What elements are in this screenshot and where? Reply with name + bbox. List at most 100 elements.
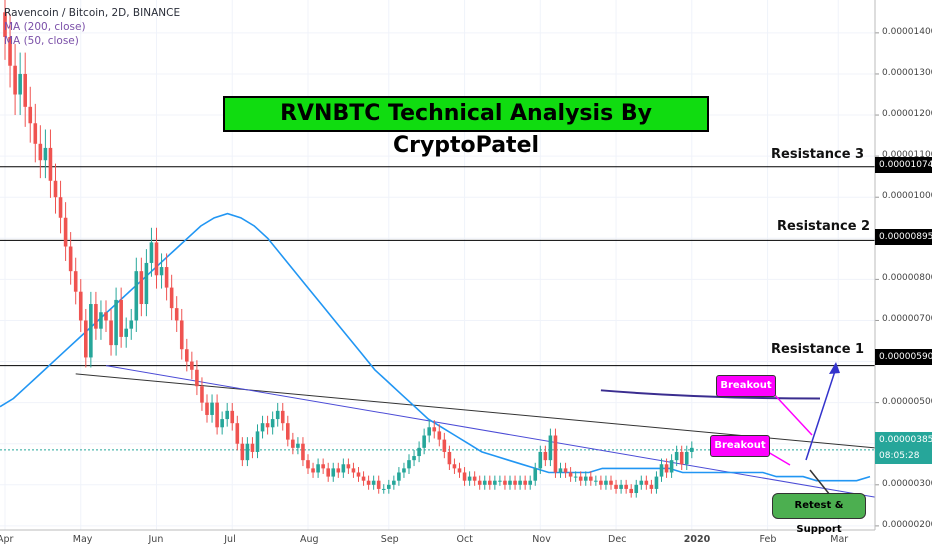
candle-body: [240, 443, 245, 461]
x-tick-label: May: [72, 534, 93, 545]
candle-body: [255, 431, 260, 452]
candle-body: [442, 439, 447, 452]
candle-body: [129, 320, 134, 329]
candle-body: [200, 386, 204, 403]
chart-title: RVNBTC Technical Analysis By CryptoPatel: [223, 96, 709, 158]
candle-body: [265, 423, 270, 428]
y-tick-label: 0.00000200: [882, 519, 932, 530]
candle-body: [321, 464, 325, 469]
candle-body: [664, 464, 669, 473]
candle-body: [245, 443, 250, 461]
resistance-2-badge: 0.00000895: [875, 229, 932, 245]
resistance-1-label: Resistance 1: [771, 342, 865, 357]
candle-body: [134, 271, 139, 321]
candle-body: [235, 423, 240, 444]
candle-body: [568, 472, 573, 477]
candle-body: [174, 308, 179, 321]
y-tick-label: 0.00001400: [882, 26, 932, 37]
candle-body: [417, 447, 421, 457]
candle-body: [124, 328, 128, 337]
candle-body: [583, 476, 588, 481]
candle-body: [159, 267, 164, 276]
candle-body: [573, 476, 578, 478]
candle-body: [553, 435, 558, 473]
candle-body: [53, 180, 58, 198]
candle-body: [513, 480, 517, 485]
candle-body: [260, 423, 265, 432]
x-tick-label: Dec: [608, 534, 627, 545]
candle-body: [503, 480, 507, 485]
candle-body: [558, 468, 563, 473]
candle-body: [326, 468, 330, 477]
grid: [0, 0, 879, 530]
candle-body: [684, 451, 689, 465]
candle-body: [578, 476, 583, 481]
callout-pointer-lower: [767, 451, 791, 466]
candle-body: [452, 464, 457, 469]
candle-body: [412, 456, 416, 461]
candle-body: [371, 480, 376, 485]
candle-body: [462, 472, 467, 481]
candle-body: [381, 488, 386, 490]
candle-body: [296, 443, 300, 448]
candle-body: [291, 439, 295, 448]
candle-body: [68, 246, 73, 272]
candle-body: [361, 476, 366, 481]
breakout-callout-upper: Breakout: [716, 375, 776, 397]
candle-body: [356, 472, 361, 477]
ma50-legend: MA (50, close): [4, 35, 79, 47]
candle-body: [604, 480, 608, 485]
candle-body: [674, 451, 679, 461]
candle-body: [690, 447, 694, 452]
candle-body: [190, 361, 194, 370]
candle-body: [387, 484, 391, 489]
y-tick-label: 0.00000800: [882, 273, 932, 284]
x-tick-label: Aug: [300, 534, 319, 545]
candle-body: [538, 451, 543, 469]
candle-body: [594, 480, 598, 482]
target-arrow-head: [829, 362, 840, 374]
candle-body: [467, 476, 472, 481]
candle-body: [270, 419, 275, 428]
candle-body: [523, 480, 527, 485]
candle-body: [8, 36, 12, 66]
y-tick-label: 0.00001000: [882, 191, 932, 202]
y-tick-label: 0.00001100: [882, 150, 932, 161]
candle-body: [589, 476, 593, 481]
candle-body: [306, 460, 310, 469]
symbol-line: Ravencoin / Bitcoin, 2D, BINANCE: [4, 7, 181, 19]
x-tick-label: 2020: [683, 534, 711, 545]
candle-body: [286, 423, 290, 440]
candle-body: [144, 262, 149, 305]
candle-body: [205, 402, 209, 415]
candle-body: [28, 106, 33, 124]
ma200-legend: MA (200, close): [4, 21, 86, 33]
candle-body: [472, 476, 477, 481]
candle-body: [528, 480, 532, 485]
breakout-callout-lower: Breakout: [710, 435, 770, 457]
candle-body: [376, 480, 381, 489]
candle-body: [316, 464, 320, 473]
candle-body: [639, 480, 644, 485]
candle-body: [331, 468, 336, 477]
candle-body: [659, 464, 664, 477]
x-tick-label: Nov: [532, 534, 551, 545]
candle-body: [149, 242, 154, 263]
candle-body: [154, 242, 159, 276]
candle-body: [366, 480, 371, 485]
chart-legend: Ravencoin / Bitcoin, 2D, BINANCE MA (200…: [4, 6, 180, 48]
candle-body: [84, 320, 88, 358]
retest-pointer: [809, 469, 831, 496]
x-tick-label: Jun: [148, 534, 164, 545]
candle-body: [548, 435, 553, 461]
candle-body: [477, 480, 482, 485]
candle-body: [78, 291, 83, 321]
candle-body: [179, 320, 184, 350]
resistance-3-badge: 0.00001074: [875, 157, 932, 173]
candle-body: [649, 484, 654, 489]
candle-body: [518, 480, 522, 485]
candle-body: [437, 431, 442, 440]
x-tick-label: Jul: [224, 534, 236, 545]
candle-body: [18, 73, 22, 95]
